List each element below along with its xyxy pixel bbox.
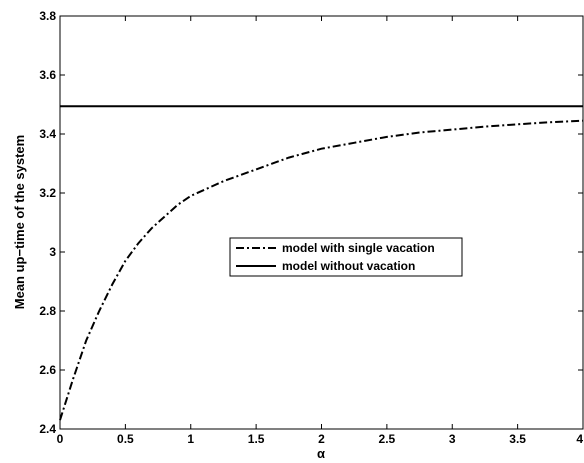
x-tick-label: 3.5: [509, 432, 526, 446]
y-tick-label: 2.8: [39, 304, 56, 318]
legend-box: [229, 237, 463, 277]
x-axis-label: α: [317, 446, 325, 461]
series-line-single-vacation: [59, 119, 584, 421]
x-tick-label: 0: [57, 432, 64, 446]
x-tick-label: 3: [449, 432, 456, 446]
plot-frame: [59, 15, 584, 430]
y-tick-label: 3.4: [39, 127, 56, 141]
x-tick-label: 2.5: [379, 432, 396, 446]
legend: model with single vacation model without…: [229, 237, 463, 277]
legend-label-single-vacation: model with single vacation: [282, 241, 435, 255]
ticks: 0 0.5 1 1.5 2 2.5 3 3.5 4 2.4 2.6 2.8 3 3.2 3.4 3.6 3.8: [39, 9, 584, 446]
y-tick-label: 2.4: [39, 422, 56, 436]
y-tick-label: 3: [49, 245, 56, 259]
y-axis-label: Mean up−time of the system: [12, 135, 27, 309]
y-tick-label: 3.6: [39, 68, 56, 82]
x-tick-label: 0.5: [117, 432, 134, 446]
series-group: [59, 105, 584, 421]
x-tick-label: 4: [576, 432, 583, 446]
y-tick-label: 3.8: [39, 9, 56, 23]
legend-label-without-vacation: model without vacation: [282, 259, 415, 273]
x-tick-label: 2: [318, 432, 325, 446]
y-tick-label: 2.6: [39, 363, 56, 377]
x-tick-label: 1: [187, 432, 194, 446]
y-tick-label: 3.2: [39, 186, 56, 200]
x-tick-label: 1.5: [248, 432, 265, 446]
